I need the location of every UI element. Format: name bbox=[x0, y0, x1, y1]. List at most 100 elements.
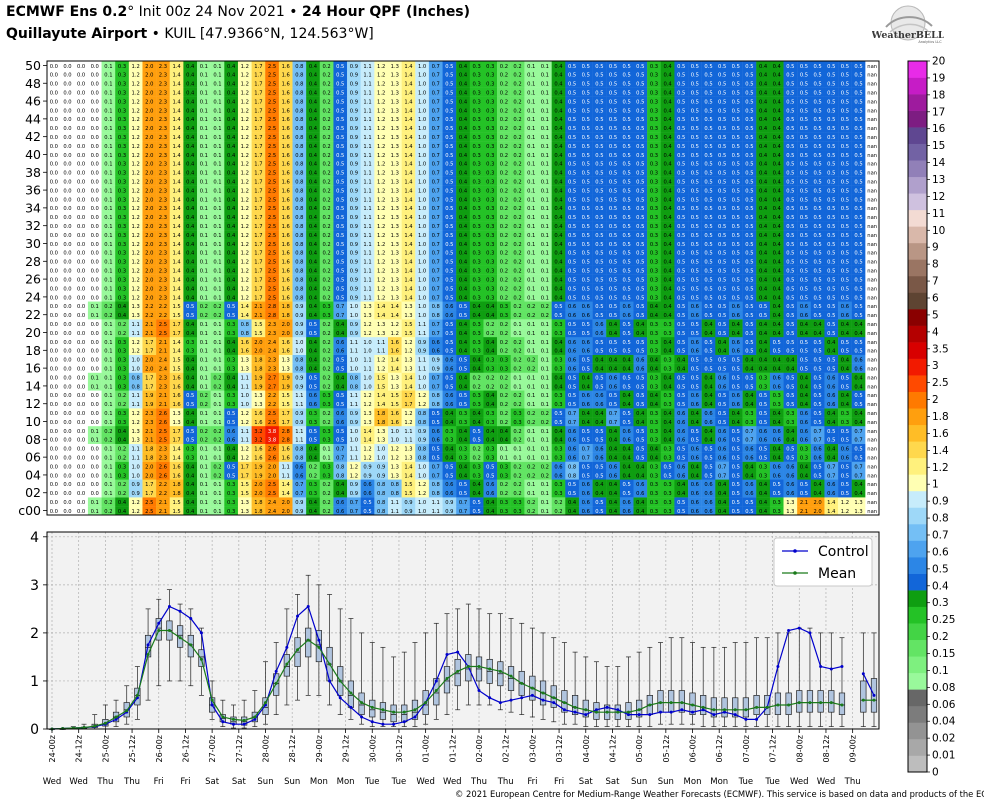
heatmap-cell-value: 0.4 bbox=[186, 322, 195, 328]
heatmap-cell-value: 0.5 bbox=[704, 286, 712, 292]
heatmap-cell-value: 0.3 bbox=[650, 420, 658, 426]
heatmap-cell-value: 1.2 bbox=[132, 162, 140, 168]
station-name: Quillayute Airport bbox=[6, 26, 147, 42]
heatmap-cell-value: 1.2 bbox=[418, 393, 426, 399]
heatmap-cell-value: 0.1 bbox=[104, 402, 112, 408]
heatmap-cell bbox=[578, 408, 593, 418]
heatmap-cell bbox=[360, 470, 375, 480]
station-title: Quillayute Airport • KUIL [47.9366°N, 12… bbox=[6, 26, 374, 42]
heatmap-cell-value: 2.6 bbox=[159, 411, 167, 417]
heatmap-cell-value: 0.5 bbox=[841, 491, 849, 497]
heatmap-cell-value: 0.4 bbox=[677, 482, 686, 488]
heatmap-cell-value: 0.4 bbox=[459, 251, 468, 257]
heatmap-cell-value: 0.1 bbox=[213, 331, 221, 337]
heatmap-cell-value: 0.1 bbox=[541, 500, 549, 506]
heatmap-cell bbox=[619, 390, 634, 400]
heatmap-cell-value: 0.5 bbox=[636, 402, 644, 408]
heatmap-cell-value: 0.5 bbox=[595, 171, 603, 177]
heatmap-cell-value: 0.3 bbox=[445, 438, 453, 444]
heatmap-cell-value: nan bbox=[867, 251, 877, 257]
heatmap-cell bbox=[592, 488, 607, 498]
heatmap-cell-value: 0.0 bbox=[63, 366, 71, 372]
heatmap-cell-value: 0.9 bbox=[295, 384, 303, 390]
heatmap-cell-value: 0.2 bbox=[322, 482, 330, 488]
heatmap-cell-value: 2.1 bbox=[800, 500, 808, 506]
heatmap-cell-value: 0.6 bbox=[691, 313, 699, 319]
heatmap-cell bbox=[647, 434, 661, 444]
heatmap-cell bbox=[74, 443, 89, 453]
heatmap-cell-value: 0.1 bbox=[541, 251, 549, 257]
heatmap-cell-value: 0.4 bbox=[841, 393, 850, 399]
heatmap-cell-value: 0.1 bbox=[527, 402, 535, 408]
heatmap-cell-value: 1.2 bbox=[241, 206, 249, 212]
heatmap-cell-value: 0.0 bbox=[50, 269, 58, 275]
heatmap-cell-value: 1.5 bbox=[404, 331, 412, 337]
heatmap-cell bbox=[183, 479, 198, 489]
heatmap-cell-value: 0.5 bbox=[718, 277, 726, 283]
heatmap-cell-value: 0.4 bbox=[773, 269, 782, 275]
heatmap-cell-value: 0.0 bbox=[63, 269, 71, 275]
heatmap-cell bbox=[442, 417, 457, 427]
heatmap-cell-value: 0.5 bbox=[636, 384, 644, 390]
heatmap-cell-value: 0.5 bbox=[445, 384, 453, 390]
heatmap-cell-value: 0.3 bbox=[118, 171, 126, 177]
heatmap-cell bbox=[578, 417, 593, 427]
heatmap-cell-value: 0.1 bbox=[104, 447, 112, 453]
heatmap-cell bbox=[701, 390, 716, 400]
heatmap-cell-value: 0.3 bbox=[663, 500, 671, 506]
heatmap-cell-value: 0.0 bbox=[77, 393, 85, 399]
heatmap-cell-value: 0.5 bbox=[636, 455, 644, 461]
heatmap-cell-value: 0.4 bbox=[309, 224, 318, 230]
heatmap-cell-value: 1.1 bbox=[418, 322, 426, 328]
heatmap-cell-value: 0.5 bbox=[677, 242, 685, 248]
heatmap-cell-value: 0.0 bbox=[77, 313, 85, 319]
heatmap-cell bbox=[660, 452, 675, 462]
heatmap-cell-value: 0.5 bbox=[336, 393, 344, 399]
heatmap-cell-value: 0.3 bbox=[554, 482, 562, 488]
heatmap-cell-value: 0.4 bbox=[554, 429, 563, 435]
heatmap-cell-value: 0.1 bbox=[213, 197, 221, 203]
heatmap-cell-value: 0.4 bbox=[773, 358, 782, 364]
heatmap-cell-value: 1.0 bbox=[363, 349, 371, 355]
heatmap-cell bbox=[347, 443, 361, 453]
heatmap-cell-value: 0.5 bbox=[595, 295, 603, 301]
heatmap-cell bbox=[824, 497, 839, 507]
heatmap-cell-value: 1.2 bbox=[241, 286, 249, 292]
heatmap-cell bbox=[387, 390, 402, 400]
heatmap-cell-value: 0.5 bbox=[445, 153, 453, 159]
heatmap-cell-value: 0.5 bbox=[186, 438, 194, 444]
heatmap-cell-value: 0.5 bbox=[636, 438, 644, 444]
heatmap-cell-value: 1.2 bbox=[377, 162, 385, 168]
heatmap-cell-value: 1.2 bbox=[241, 215, 249, 221]
heatmap-cell-value: 0.2 bbox=[554, 500, 562, 506]
heatmap-cell-value: 1.1 bbox=[363, 366, 371, 372]
heatmap-cell-value: 0.4 bbox=[336, 482, 345, 488]
heatmap-cell-value: 0.4 bbox=[650, 304, 659, 310]
heatmap-cell-value: 1.3 bbox=[254, 402, 262, 408]
heatmap-cell-value: nan bbox=[867, 509, 877, 515]
heatmap-cell-value: 0.7 bbox=[295, 482, 303, 488]
heatmap-cell-value: 0.5 bbox=[800, 366, 808, 372]
chart-title: ECMWF Ens 0.2° Init 00z 24 Nov 2021 • 24… bbox=[6, 4, 470, 20]
heatmap-cell-value: 0.5 bbox=[636, 286, 644, 292]
heatmap-cell-value: 0.2 bbox=[322, 375, 330, 381]
heatmap-cell-value: 2.3 bbox=[159, 188, 167, 194]
heatmap-cell-value: 0.5 bbox=[841, 295, 849, 301]
heatmap-cell-value: 0.4 bbox=[813, 491, 822, 497]
heatmap-cell-value: 0.9 bbox=[295, 509, 303, 515]
heatmap-cell-value: 0.5 bbox=[636, 206, 644, 212]
heatmap-cell-value: 0.7 bbox=[432, 384, 440, 390]
heatmap-cell-value: 0.5 bbox=[827, 162, 835, 168]
heatmap-cell-value: 1.1 bbox=[363, 233, 371, 239]
heatmap-cell-value: 0.5 bbox=[704, 171, 712, 177]
heatmap-cell-value: 0.5 bbox=[677, 447, 685, 453]
heatmap-cell-value: 0.1 bbox=[104, 491, 112, 497]
heatmap-cell bbox=[156, 390, 170, 400]
heatmap-cell-value: 0.4 bbox=[663, 411, 672, 417]
heatmap-cell bbox=[769, 443, 784, 453]
heatmap-cell-value: 2.0 bbox=[145, 162, 153, 168]
heatmap-cell-value: 0.4 bbox=[473, 491, 482, 497]
heatmap-cell bbox=[592, 408, 607, 418]
heatmap-cell bbox=[783, 408, 798, 418]
heatmap-cell-value: 1.7 bbox=[254, 286, 262, 292]
